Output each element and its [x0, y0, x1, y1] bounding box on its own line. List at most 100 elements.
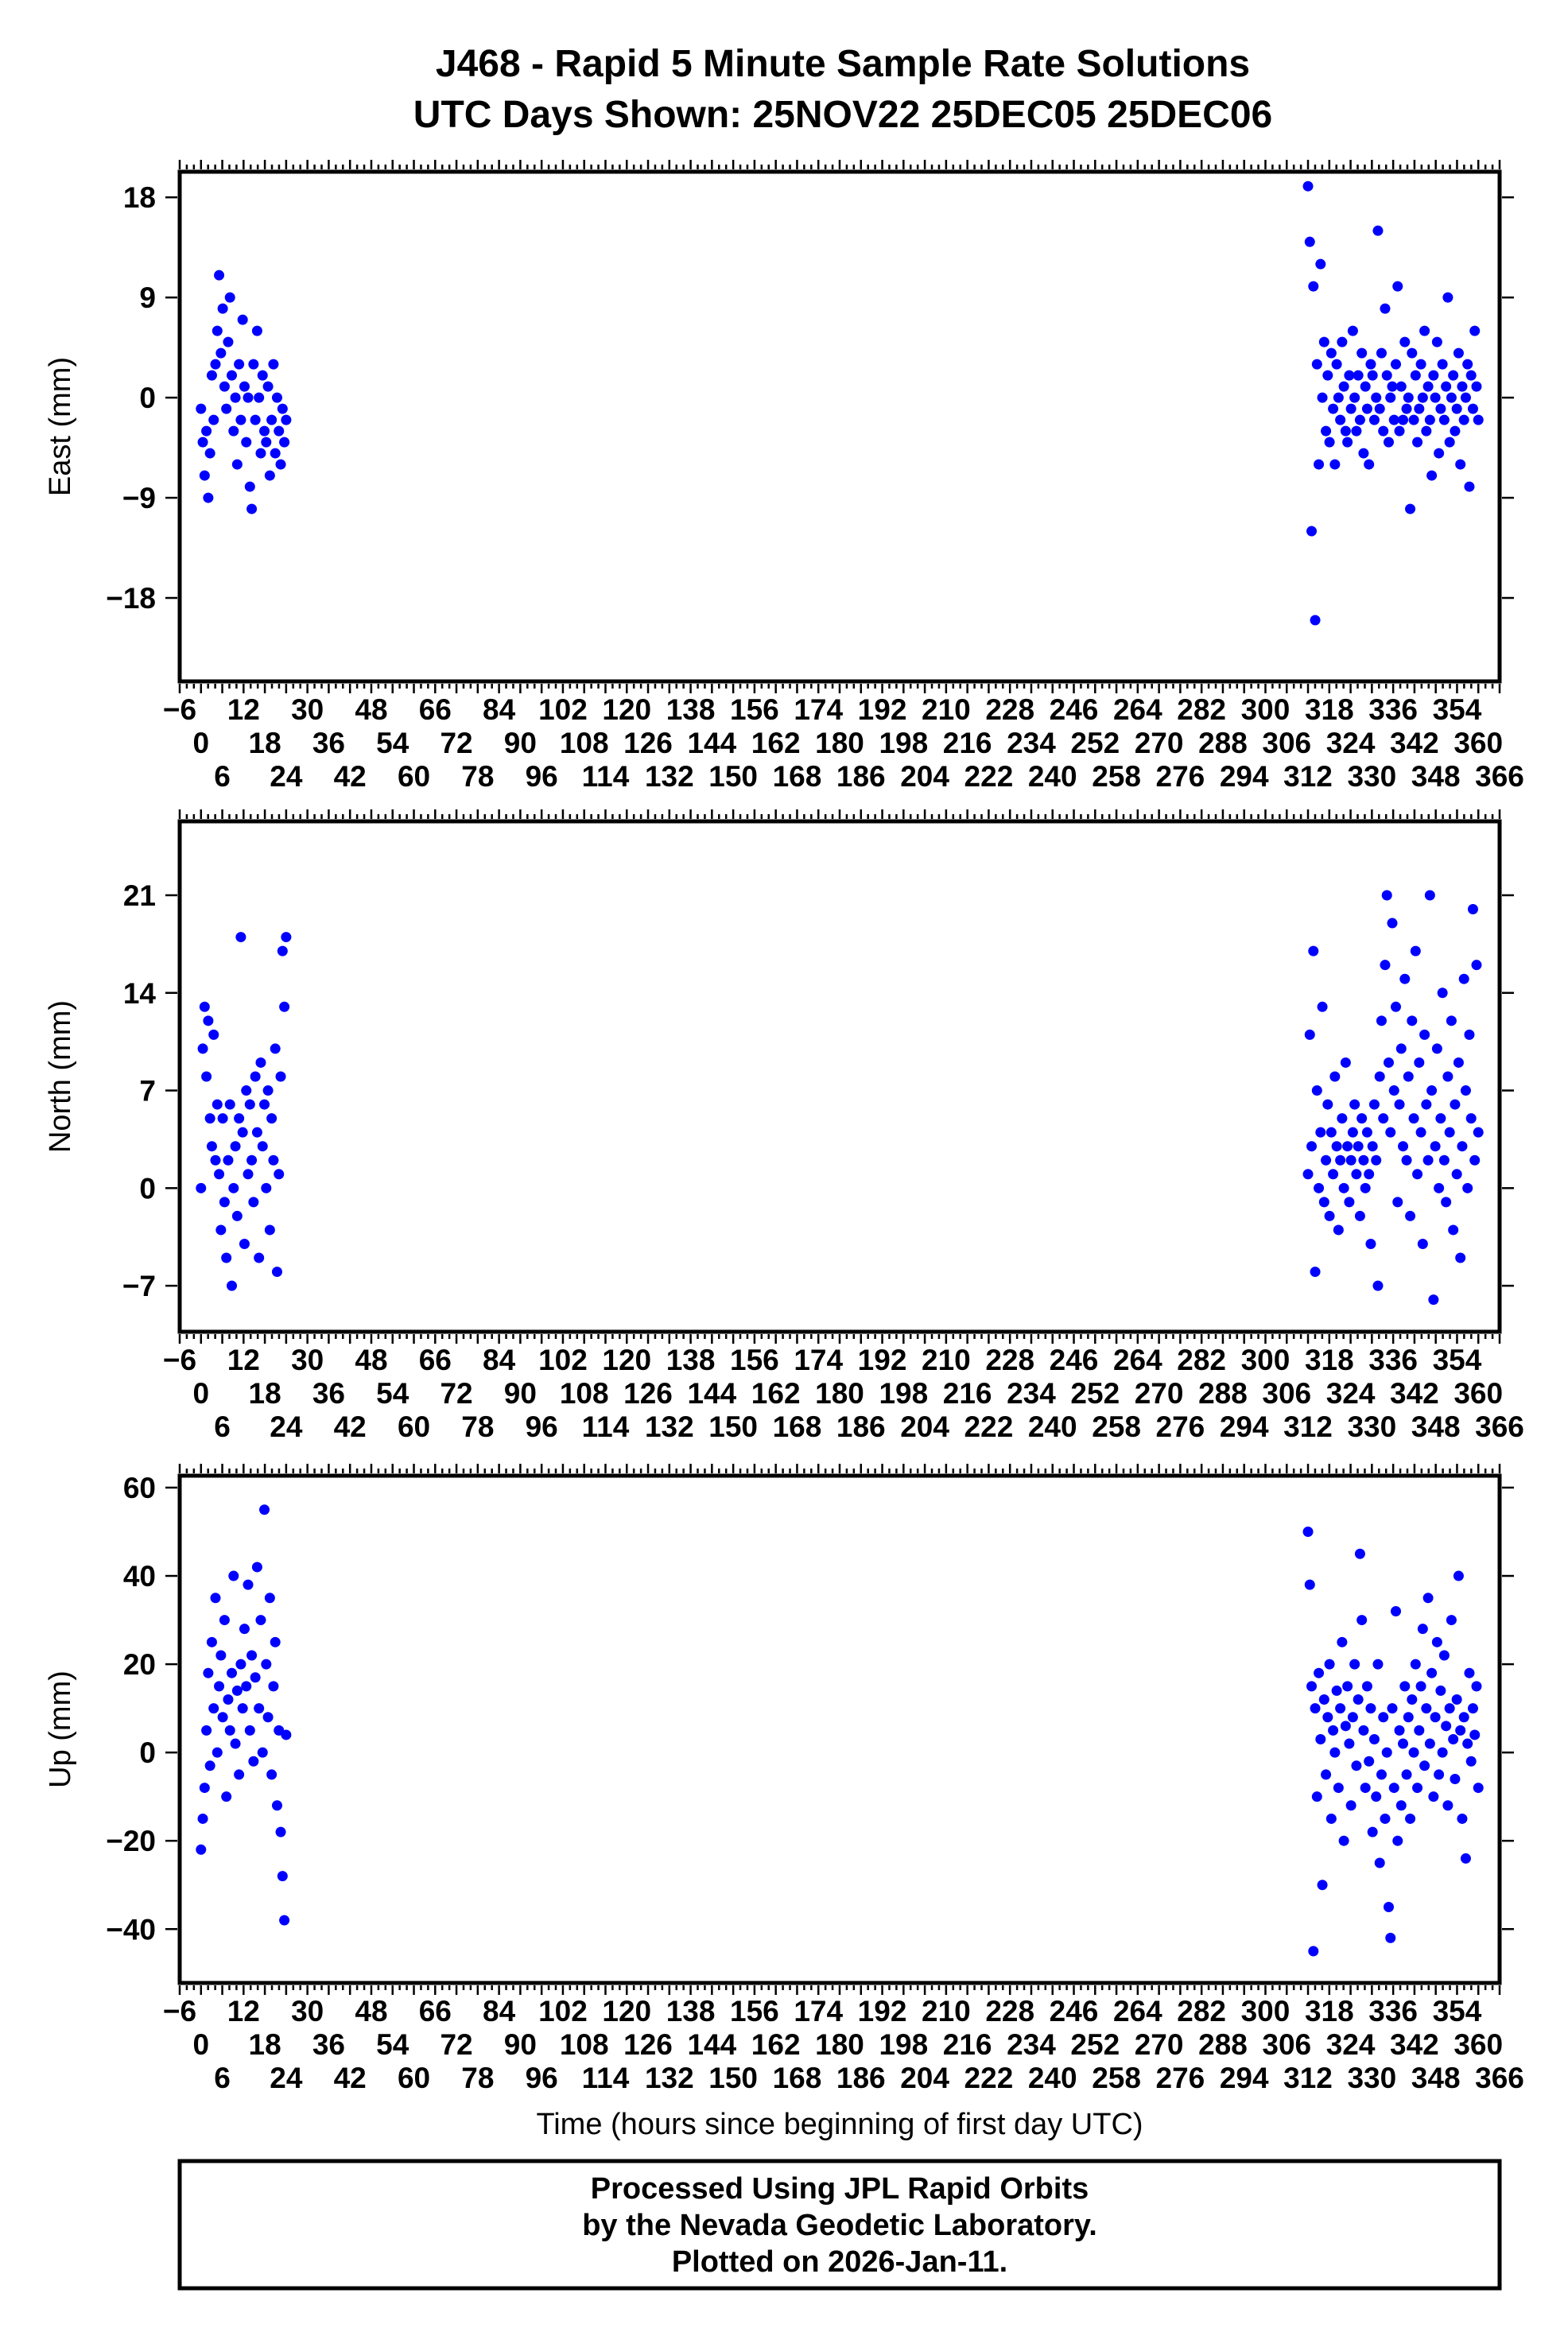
data-point [1419, 1029, 1430, 1040]
data-point [1430, 392, 1441, 403]
x-tick-label: 114 [582, 1410, 630, 1443]
data-point [275, 1071, 286, 1082]
data-point [1441, 1721, 1452, 1732]
data-point [1437, 359, 1448, 370]
x-tick-label: 0 [192, 2028, 209, 2061]
data-point [244, 481, 255, 492]
x-tick-label: 192 [858, 1995, 907, 2027]
data-point [1473, 414, 1484, 425]
data-point [257, 1141, 268, 1152]
x-tick-label: 306 [1262, 727, 1311, 759]
x-tick-label: 252 [1070, 2028, 1120, 2061]
x-tick-label: 366 [1475, 1410, 1524, 1443]
data-point [1437, 1747, 1448, 1758]
data-point [1374, 1071, 1385, 1082]
data-point [1347, 325, 1358, 336]
x-tick-label: 324 [1326, 1377, 1376, 1410]
data-point [1401, 1154, 1412, 1166]
data-point [246, 503, 258, 514]
data-point [1387, 381, 1398, 392]
chart-title-line1: J468 - Rapid 5 Minute Sample Rate Soluti… [436, 43, 1250, 85]
data-point [1368, 1733, 1380, 1744]
data-point [221, 403, 232, 414]
x-tick-label: 228 [985, 1995, 1034, 2027]
data-point [1405, 1210, 1416, 1221]
data-point [1385, 1127, 1396, 1138]
data-point [1458, 414, 1469, 425]
y-tick-label: −7 [122, 1270, 156, 1302]
panel-north: −606121824303642485460667278849096102108… [44, 809, 1524, 1443]
data-point [1442, 1071, 1454, 1082]
data-point [1394, 1725, 1405, 1736]
x-tick-label: 90 [504, 727, 537, 759]
x-tick-label: 42 [334, 1410, 367, 1443]
data-point [1450, 1099, 1461, 1110]
x-tick-label: 24 [270, 760, 303, 793]
data-point [251, 1562, 262, 1573]
data-point [1333, 1224, 1344, 1236]
data-point [1395, 1800, 1407, 1811]
data-point [268, 1681, 279, 1692]
data-point [234, 1113, 245, 1124]
data-point [1392, 1197, 1403, 1208]
x-tick-label: 60 [398, 2062, 430, 2094]
data-point [1328, 1725, 1339, 1736]
data-point [227, 1280, 238, 1291]
x-tick-label: 216 [943, 1377, 992, 1410]
data-point [1398, 1738, 1409, 1749]
data-point [279, 1915, 290, 1926]
x-tick-label: 66 [419, 693, 452, 726]
x-tick-label: 54 [376, 727, 409, 759]
x-tick-label: 258 [1092, 2062, 1141, 2094]
data-point [270, 1636, 281, 1647]
data-point [1356, 347, 1368, 359]
x-tick-label: 324 [1326, 727, 1376, 759]
data-point [250, 1071, 261, 1082]
data-point [1415, 359, 1426, 370]
x-tick-label: 186 [836, 1410, 886, 1443]
data-point [1442, 292, 1454, 303]
data-point [1328, 403, 1339, 414]
data-point [241, 1085, 252, 1096]
data-point [1455, 1252, 1466, 1263]
data-point [1460, 392, 1471, 403]
data-point [1421, 425, 1432, 437]
data-point [1391, 359, 1402, 370]
data-point [266, 414, 278, 425]
data-point [1426, 1085, 1438, 1096]
data-point [275, 1826, 286, 1837]
x-tick-label: 42 [334, 2062, 367, 2094]
x-tick-label: 276 [1156, 760, 1205, 793]
x-tick-label: 312 [1283, 2062, 1333, 2094]
data-point [1372, 1659, 1384, 1670]
data-point [219, 1615, 230, 1626]
data-point [1333, 1783, 1344, 1794]
x-tick-label: 144 [687, 1377, 736, 1410]
x-tick-label: 216 [943, 2028, 992, 2061]
x-tick-label: 282 [1177, 693, 1226, 726]
data-point [1430, 1712, 1441, 1723]
data-point [1381, 1747, 1392, 1758]
data-point [215, 1650, 227, 1661]
data-point [271, 392, 282, 403]
data-point [243, 1169, 254, 1180]
data-point [1310, 1703, 1321, 1714]
data-point [208, 1703, 219, 1714]
data-point [1361, 1127, 1372, 1138]
data-point [1431, 1043, 1442, 1054]
data-point [1380, 960, 1391, 971]
data-point [1453, 1570, 1464, 1581]
x-tick-label: 270 [1135, 1377, 1184, 1410]
data-point [261, 437, 272, 448]
x-tick-label: −6 [163, 1344, 196, 1376]
x-tick-label: 168 [773, 760, 822, 793]
data-point [230, 1141, 241, 1152]
data-point [1403, 1712, 1414, 1723]
data-point [1318, 1694, 1329, 1705]
data-point [1349, 1659, 1360, 1670]
y-tick-label: 7 [139, 1075, 156, 1108]
x-tick-label: 348 [1411, 2062, 1461, 2094]
data-point [1399, 973, 1411, 984]
data-point [1337, 336, 1348, 347]
